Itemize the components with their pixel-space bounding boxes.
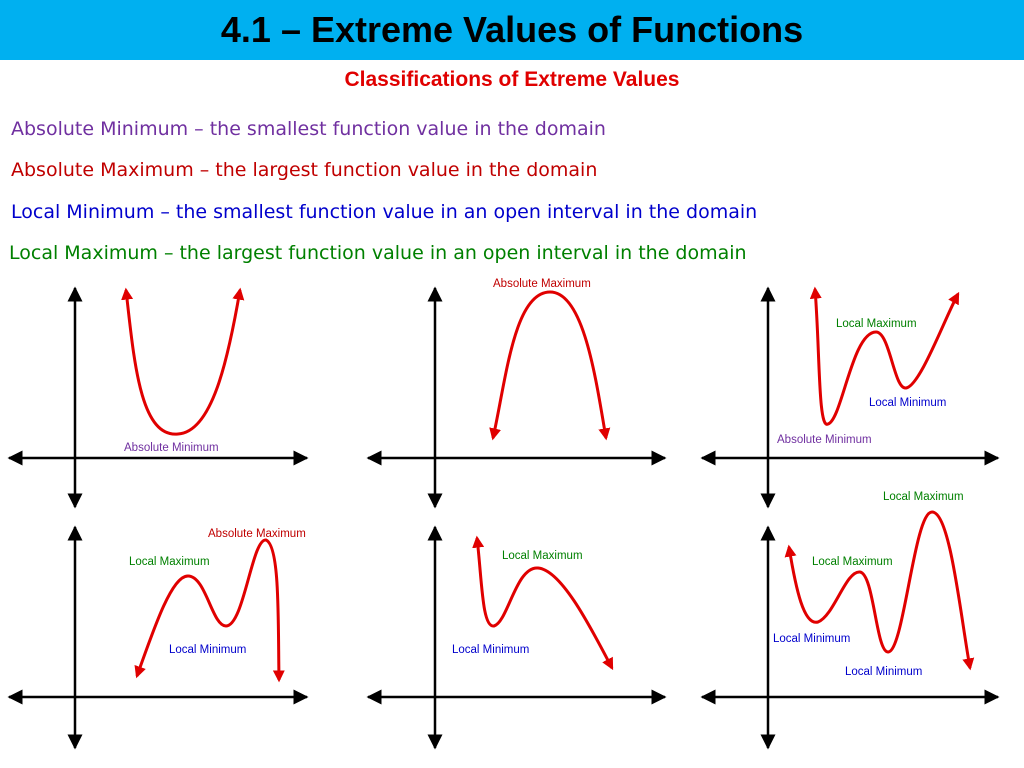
- local-maximum-label: Local Maximum: [836, 318, 917, 330]
- absolute-minimum-label: Absolute Minimum: [124, 442, 219, 454]
- local-minimum-label: Local Minimum: [452, 644, 529, 656]
- absolute-maximum-label: Absolute Maximum: [493, 278, 591, 290]
- local-minimum-label: Local Minimum: [845, 666, 922, 678]
- local-maximum-label: Local Maximum: [129, 556, 210, 568]
- absolute-maximum-label: Absolute Maximum: [208, 528, 306, 540]
- title-bar: 4.1 – Extreme Values of Functions: [0, 0, 1024, 60]
- local-maximum-label: Local Maximum: [883, 491, 964, 503]
- local-minimum-label: Local Minimum: [773, 633, 850, 645]
- local-minimum-label: Local Minimum: [869, 397, 946, 409]
- definition-local-minimum: Local Minimum – the smallest function va…: [11, 201, 758, 223]
- definition-absolute-maximum: Absolute Maximum – the largest function …: [11, 159, 598, 181]
- graph-2: Absolute Maximum: [366, 278, 667, 509]
- function-curve: [809, 286, 960, 426]
- absolute-minimum-label: Absolute Minimum: [777, 434, 872, 446]
- function-curve: [121, 287, 245, 436]
- local-maximum-label: Local Maximum: [502, 550, 583, 562]
- definition-local-maximum: Local Maximum – the largest function val…: [9, 242, 747, 264]
- function-curve: [489, 290, 611, 441]
- function-curve: [134, 538, 285, 683]
- graph-1: Absolute Minimum: [7, 286, 309, 509]
- graph-6: Local Maximum Local Maximum Local Minimu…: [700, 491, 1000, 750]
- page-title: 4.1 – Extreme Values of Functions: [220, 9, 804, 50]
- graph-3: Local Maximum Local Minimum Absolute Min…: [700, 286, 1000, 509]
- function-curve: [784, 510, 975, 671]
- page-subtitle: Classifications of Extreme Values: [344, 68, 680, 91]
- graph-5: Local Maximum Local Minimum: [366, 525, 667, 750]
- definition-absolute-minimum: Absolute Minimum – the smallest function…: [11, 118, 606, 140]
- graph-4: Absolute Maximum Local Maximum Local Min…: [7, 525, 309, 750]
- function-curve: [472, 535, 614, 671]
- local-minimum-label: Local Minimum: [169, 644, 246, 656]
- local-maximum-label: Local Maximum: [812, 556, 893, 568]
